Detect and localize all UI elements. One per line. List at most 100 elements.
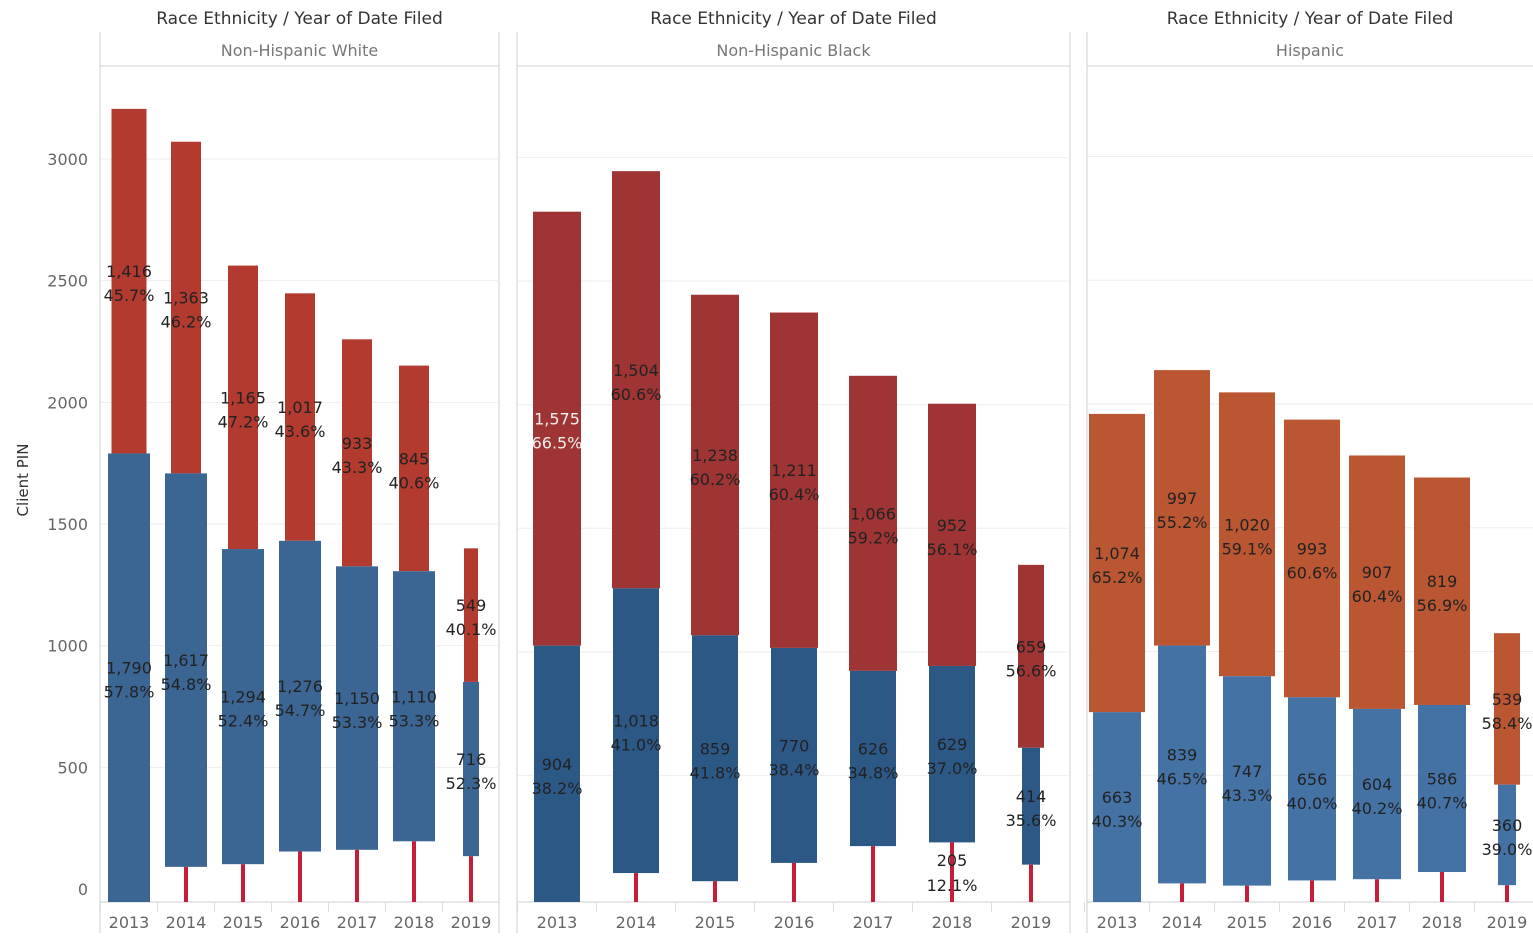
data-label-percent: 55.2% — [1157, 513, 1208, 532]
data-label-percent: 56.1% — [927, 540, 978, 559]
data-label-value: 1,074 — [1094, 544, 1140, 563]
data-label-value: 1,211 — [771, 461, 817, 480]
bar-accent-segment — [355, 850, 359, 902]
data-label-value: 819 — [1427, 572, 1458, 591]
x-tick-label: 2016 — [280, 913, 321, 932]
x-tick-label: 2017 — [1357, 913, 1398, 932]
bar-accent-segment — [1029, 865, 1033, 902]
y-tick-label: 1000 — [47, 637, 88, 656]
x-tick-label: 2015 — [223, 913, 264, 932]
x-tick-label: 2018 — [932, 913, 973, 932]
panel-header: Race Ethnicity / Year of Date Filed — [1167, 9, 1454, 29]
data-label-percent: 43.3% — [332, 458, 383, 477]
bar-accent-segment — [1505, 885, 1509, 902]
data-label-value: 1,416 — [106, 262, 152, 281]
y-tick-label: 1500 — [47, 515, 88, 534]
data-label-percent: 59.2% — [848, 528, 899, 547]
bar-accent-segment — [1375, 879, 1379, 902]
x-tick-label: 2017 — [853, 913, 894, 932]
y-tick-label: 2000 — [47, 393, 88, 412]
data-label-percent: 41.0% — [611, 736, 662, 755]
data-label-percent: 53.3% — [332, 713, 383, 732]
panel-subheader: Hispanic — [1276, 41, 1344, 60]
x-tick-label: 2015 — [1227, 913, 1268, 932]
data-label-percent: 38.2% — [532, 779, 583, 798]
data-label-value: 1,363 — [163, 289, 209, 308]
data-label-value: 659 — [1016, 637, 1047, 656]
data-label-value: 629 — [937, 735, 968, 754]
bar-accent-segment — [1180, 883, 1184, 902]
data-label-percent: 35.6% — [1006, 811, 1057, 830]
data-label-value: 1,018 — [613, 712, 659, 731]
data-label-value: 1,020 — [1224, 515, 1270, 534]
panel-non-hispanic-black: Race Ethnicity / Year of Date FiledNon-H… — [517, 9, 1070, 933]
panel-header: Race Ethnicity / Year of Date Filed — [156, 9, 443, 29]
data-label-value: 716 — [456, 750, 487, 769]
data-label-percent: 46.2% — [161, 313, 212, 332]
data-label-percent: 43.6% — [275, 422, 326, 441]
x-tick-label: 2014 — [616, 913, 657, 932]
bar-accent-segment — [792, 863, 796, 902]
data-label-percent: 43.3% — [1222, 786, 1273, 805]
data-label-value: 1,617 — [163, 651, 209, 670]
bar-accent-segment — [184, 867, 188, 902]
x-tick-label: 2019 — [451, 913, 492, 932]
data-label-percent: 46.5% — [1157, 769, 1208, 788]
data-label-percent: 40.7% — [1417, 793, 1468, 812]
data-label-value: 205 — [937, 851, 968, 870]
data-label-percent: 57.8% — [104, 683, 155, 702]
data-label-percent: 56.9% — [1417, 596, 1468, 615]
data-label-value: 539 — [1492, 690, 1523, 709]
data-label-percent: 56.6% — [1006, 661, 1057, 680]
data-label-percent: 12.1% — [927, 876, 978, 895]
data-label-value: 1,790 — [106, 659, 152, 678]
x-tick-label: 2019 — [1487, 913, 1528, 932]
data-label-percent: 45.7% — [104, 286, 155, 305]
data-label-value: 1,110 — [391, 687, 437, 706]
data-label-value: 1,575 — [534, 410, 580, 429]
panel-subheader: Non-Hispanic White — [221, 41, 378, 60]
data-label-percent: 60.6% — [1287, 563, 1338, 582]
x-tick-label: 2015 — [695, 913, 736, 932]
y-axis-label: Client PIN — [14, 444, 32, 517]
bar-accent-segment — [1310, 880, 1314, 902]
data-label-value: 770 — [779, 736, 810, 755]
data-label-value: 1,066 — [850, 504, 896, 523]
data-label-percent: 37.0% — [927, 759, 978, 778]
x-tick-label: 2017 — [337, 913, 378, 932]
bar-accent-segment — [713, 881, 717, 902]
data-label-value: 747 — [1232, 762, 1263, 781]
y-tick-label: 500 — [57, 758, 88, 777]
data-label-percent: 66.5% — [532, 434, 583, 453]
x-tick-label: 2016 — [1292, 913, 1333, 932]
bar-accent-segment — [1245, 886, 1249, 902]
data-label-value: 549 — [456, 596, 487, 615]
data-label-value: 907 — [1362, 563, 1393, 582]
data-label-percent: 52.3% — [446, 774, 497, 793]
data-label-percent: 52.4% — [218, 712, 269, 731]
data-label-value: 604 — [1362, 775, 1393, 794]
data-label-percent: 39.0% — [1482, 840, 1533, 859]
data-label-percent: 40.3% — [1092, 812, 1143, 831]
data-label-value: 586 — [1427, 769, 1458, 788]
panel-subheader: Non-Hispanic Black — [716, 41, 871, 60]
data-label-percent: 34.8% — [848, 763, 899, 782]
data-label-value: 997 — [1167, 489, 1198, 508]
bar-accent-segment — [241, 864, 245, 902]
bar-accent-segment — [871, 846, 875, 902]
data-label-value: 1,504 — [613, 361, 659, 380]
data-label-percent: 65.2% — [1092, 568, 1143, 587]
bar-accent-segment — [634, 873, 638, 902]
data-label-percent: 60.2% — [690, 470, 741, 489]
bar-accent-segment — [412, 841, 416, 902]
data-label-value: 993 — [1297, 539, 1328, 558]
data-label-percent: 40.1% — [446, 620, 497, 639]
data-label-value: 1,238 — [692, 446, 738, 465]
data-label-percent: 40.0% — [1287, 794, 1338, 813]
x-tick-label: 2014 — [166, 913, 207, 932]
data-label-value: 845 — [399, 449, 430, 468]
data-label-percent: 53.3% — [389, 711, 440, 730]
data-label-percent: 40.2% — [1352, 799, 1403, 818]
